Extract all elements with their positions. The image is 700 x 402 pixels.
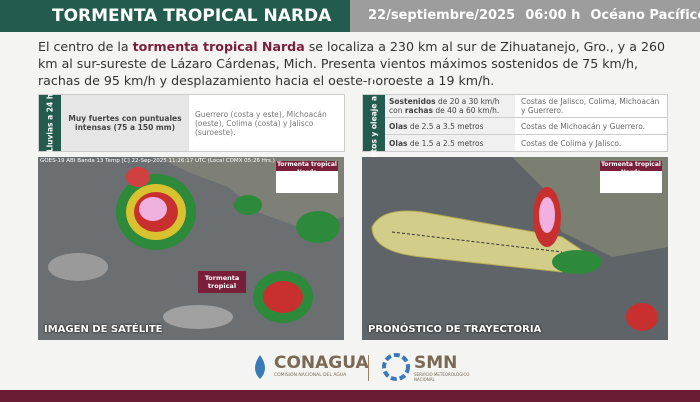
smn-logo: SMN xyxy=(414,353,458,373)
forecast-label: PRONÓSTICO DE TRAYECTORIA xyxy=(368,324,542,335)
smn-sub: SERVICIO METEOROLÓGICO NACIONAL xyxy=(414,372,470,382)
conagua-logo: CONAGUA xyxy=(274,353,369,373)
forecast-badge: Tormenta tropical Narda xyxy=(600,161,662,193)
satellite-label: IMAGEN DE SATÉLITE xyxy=(44,324,163,335)
wind-condition: Olas de 1.5 a 2.5 metros xyxy=(385,135,515,151)
wind-condition: Olas de 2.5 a 3.5 metros xyxy=(385,118,515,134)
divider xyxy=(368,355,369,381)
satellite-image: GOES-19 ABI Banda 13 Temp [C] 22-Sep-202… xyxy=(38,157,344,340)
wind-condition: Sostenidos de 20 a 30 km/h con rachas de… xyxy=(385,95,515,117)
rain-regions: Guerrero (costa y este), Michoacán (oest… xyxy=(195,109,327,137)
bottom-stripe xyxy=(0,390,700,402)
badge-text: Tormenta tropical Narda xyxy=(277,161,337,176)
time: 06:00 h xyxy=(525,8,581,23)
smn-icon xyxy=(382,353,410,381)
wind-bold: Olas xyxy=(389,121,408,131)
wind-text: de 20 a 30 km/h con xyxy=(389,97,500,115)
wind-regions: Costas de Colima y Jalisco. xyxy=(515,135,667,151)
wind-text: de 1.5 a 2.5 metros xyxy=(407,138,484,148)
header-info: 22/septiembre/2025 06:00 h Océano Pacífico xyxy=(350,0,700,32)
wind-row: Olas de 1.5 a 2.5 metros Costas de Colima… xyxy=(385,135,667,151)
wind-bold: rachas xyxy=(404,106,433,115)
wind-condition-text: Olas de 1.5 a 2.5 metros xyxy=(389,139,484,148)
satellite-map xyxy=(38,157,344,340)
header-title: TORMENTA TROPICAL NARDA xyxy=(0,0,350,32)
callout: Tormenta tropical xyxy=(198,271,246,293)
wind-text: de 40 a 60 km/h. xyxy=(432,106,500,115)
wind-row: Sostenidos de 20 a 30 km/h con rachas de… xyxy=(385,95,667,118)
satellite-caption: GOES-19 ABI Banda 13 Temp [C] 22-Sep-202… xyxy=(40,158,275,164)
rain-intensity: Muy fuertes con puntuales intensas (75 a… xyxy=(61,95,189,151)
date: 22/septiembre/2025 xyxy=(368,8,516,23)
wind-condition-text: Sostenidos de 20 a 30 km/h con rachas de… xyxy=(389,97,511,115)
wind-table: Vientos y oleaje a 24 h Sostenidos de 20… xyxy=(362,75,668,171)
conagua-icon xyxy=(255,355,265,379)
region: Océano Pacífico xyxy=(590,8,700,23)
forecast-image: Tormenta tropical Narda PRONÓSTICO DE TR… xyxy=(362,157,668,340)
footer: CONAGUA COMISIÓN NACIONAL DEL AGUA SMN S… xyxy=(0,345,700,390)
wind-bold: Sostenidos xyxy=(389,97,436,106)
rain-table: Lluvias a 24 h Muy fuertes con puntuales… xyxy=(38,94,345,152)
badge-text: Tormenta tropical Narda xyxy=(601,161,661,176)
summary-text: se localiza a 230 km al sur de Zihuatane… xyxy=(38,39,665,88)
wind-row: Olas de 2.5 a 3.5 metros Costas de Michoa… xyxy=(385,118,667,135)
wind-text: de 2.5 a 3.5 metros xyxy=(407,121,484,131)
conagua-sub: COMISIÓN NACIONAL DEL AGUA xyxy=(274,373,347,378)
wind-side: Vientos y oleaje a 24 h xyxy=(363,75,385,171)
wind-regions: Costas de Michoacán y Guerrero. xyxy=(515,118,667,134)
summary: El centro de la tormenta tropical Narda … xyxy=(38,38,666,89)
wind-condition-text: Olas de 2.5 a 3.5 metros xyxy=(389,122,484,131)
summary-bold: tormenta tropical Narda xyxy=(132,39,305,54)
rain-label: Lluvias a 24 h xyxy=(45,93,55,153)
summary-text: El centro de la xyxy=(38,39,133,54)
wind-regions: Costas de Jalisco, Colima, Michoacán y G… xyxy=(515,95,667,117)
wind-bold: Olas xyxy=(389,138,408,148)
rain-side: Lluvias a 24 h xyxy=(39,93,61,153)
wind-rows: Sostenidos de 20 a 30 km/h con rachas de… xyxy=(385,95,667,151)
satellite-badge: Tormenta tropical Narda xyxy=(276,161,338,193)
